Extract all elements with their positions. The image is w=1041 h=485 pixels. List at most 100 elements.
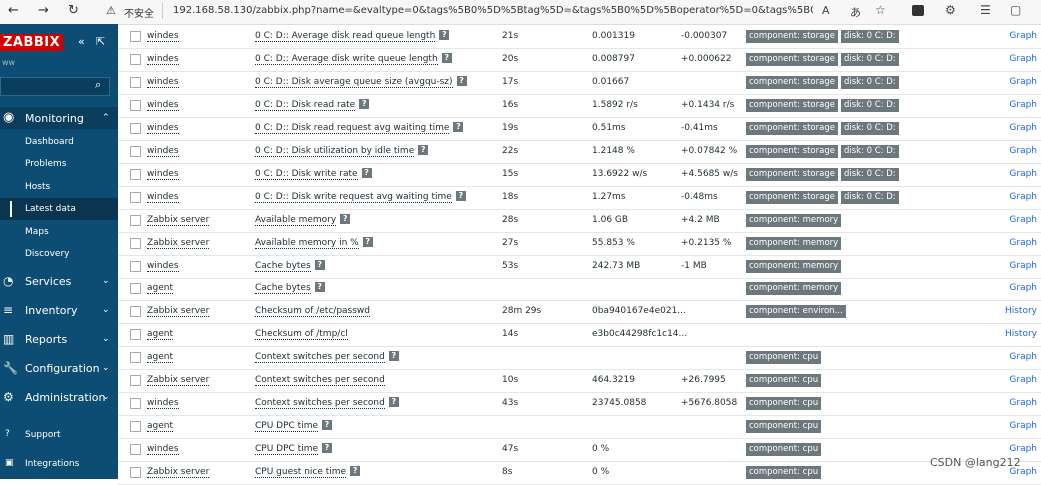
help-icon[interactable]: ? — [350, 466, 361, 477]
row-checkbox[interactable] — [130, 329, 141, 341]
item-name[interactable]: 0 C: D:: Disk read request avg waiting t… — [255, 122, 450, 134]
item-name[interactable]: 0 C: D:: Disk read rate — [255, 99, 356, 111]
footer-item[interactable]: Integrations — [25, 459, 80, 469]
menu-item[interactable]: Services — [25, 275, 72, 288]
item-name[interactable]: Cache bytes — [255, 260, 311, 272]
row-checkbox[interactable] — [130, 352, 141, 364]
host-link[interactable]: windes — [147, 398, 179, 410]
favorites[interactable]: ☰ — [980, 3, 991, 17]
help-icon[interactable]: ? — [314, 259, 325, 270]
row-checkbox[interactable] — [130, 214, 141, 226]
help-icon[interactable]: ? — [439, 30, 450, 40]
tag[interactable]: component: storage — [746, 75, 838, 89]
help-icon[interactable]: ? — [456, 75, 467, 86]
translate[interactable]: あ — [850, 6, 861, 19]
help-icon[interactable]: ? — [455, 190, 466, 201]
row-checkbox[interactable] — [130, 260, 141, 272]
collections[interactable]: ▢ — [1010, 3, 1022, 17]
tag[interactable]: component: environ... — [746, 305, 846, 319]
tag[interactable]: component: cpu — [746, 420, 822, 434]
tag[interactable]: disk: 0 C: D: — [840, 98, 899, 112]
kiosk-button[interactable]: ⇱ — [96, 35, 106, 48]
tag[interactable]: component: cpu — [746, 351, 822, 365]
host-link[interactable]: agent — [147, 329, 173, 341]
menu-item[interactable]: Reports — [25, 333, 68, 346]
item-name[interactable]: 0 C: D:: Disk average queue size (avgqu-… — [255, 76, 453, 88]
host-link[interactable]: agent — [147, 283, 173, 295]
host-link[interactable]: windes — [147, 99, 179, 111]
row-checkbox[interactable] — [130, 375, 141, 387]
item-name[interactable]: CPU DPC time — [255, 444, 318, 456]
action-link[interactable]: Graph — [1009, 99, 1037, 110]
row-checkbox[interactable] — [130, 168, 141, 180]
row-checkbox[interactable] — [130, 122, 141, 134]
row-checkbox[interactable] — [130, 398, 141, 410]
help-icon[interactable]: ? — [388, 397, 399, 408]
tag[interactable]: component: storage — [746, 121, 838, 135]
footer-item[interactable]: Support — [25, 430, 61, 440]
item-name[interactable]: 0 C: D:: Disk write request avg waiting … — [255, 191, 452, 203]
row-checkbox[interactable] — [130, 31, 141, 42]
action-link[interactable]: Graph — [1009, 398, 1037, 409]
host-link[interactable]: Zabbix server — [147, 306, 210, 318]
help-icon[interactable]: ? — [453, 121, 464, 132]
action-link[interactable]: Graph — [1009, 168, 1037, 179]
tag[interactable]: disk: 0 C: D: — [840, 121, 899, 135]
host-link[interactable]: Zabbix server — [147, 375, 210, 387]
action-link[interactable]: Graph — [1009, 421, 1037, 432]
help-icon[interactable]: ? — [340, 213, 351, 224]
extension[interactable] — [912, 5, 924, 16]
favorite[interactable]: ☆ — [875, 3, 886, 17]
item-name[interactable]: CPU DPC time — [255, 421, 318, 433]
read-aloud[interactable]: A — [822, 4, 830, 17]
host-link[interactable]: windes — [147, 444, 179, 456]
search-icon[interactable]: ⌕ — [95, 78, 102, 91]
action-link[interactable]: Graph — [1009, 214, 1037, 225]
item-name[interactable]: 0 C: D:: Average disk write queue length — [255, 53, 438, 65]
item-name[interactable]: Context switches per second — [255, 352, 385, 364]
help-icon[interactable]: ? — [361, 167, 372, 178]
row-checkbox[interactable] — [130, 145, 141, 157]
menu-item[interactable]: Inventory — [25, 304, 78, 317]
host-link[interactable]: agent — [147, 421, 173, 433]
help-icon[interactable]: ? — [362, 236, 373, 247]
action-link[interactable]: Graph — [1009, 237, 1037, 248]
tag[interactable]: component: cpu — [746, 374, 822, 388]
item-name[interactable]: Checksum of /etc/passwd — [255, 306, 371, 318]
action-link[interactable]: Graph — [1009, 467, 1037, 478]
submenu-item[interactable]: Hosts — [25, 181, 51, 192]
item-name[interactable]: 0 C: D:: Average disk read queue length — [255, 31, 436, 42]
row-checkbox[interactable] — [130, 237, 141, 249]
host-link[interactable]: Zabbix server — [147, 214, 210, 226]
reload-button[interactable]: ↻ — [68, 3, 79, 18]
tag[interactable]: component: storage — [746, 167, 838, 181]
row-checkbox[interactable] — [130, 99, 141, 111]
menu-item[interactable]: Administration — [25, 391, 106, 404]
help-icon[interactable]: ? — [418, 144, 429, 155]
submenu-item[interactable]: Problems — [25, 159, 67, 170]
item-name[interactable]: 0 C: D:: Disk utilization by idle time — [255, 145, 415, 157]
host-link[interactable]: windes — [147, 122, 179, 134]
tag[interactable]: disk: 0 C: D: — [840, 75, 899, 89]
item-name[interactable]: Cache bytes — [255, 283, 311, 295]
action-link[interactable]: Graph — [1009, 352, 1037, 363]
tag[interactable]: component: storage — [746, 98, 838, 112]
item-name[interactable]: Context switches per second — [255, 398, 385, 410]
tag[interactable]: component: storage — [746, 52, 838, 66]
action-link[interactable]: Graph — [1009, 122, 1037, 133]
tag[interactable]: component: memory — [746, 213, 842, 227]
item-name[interactable]: CPU guest nice time — [255, 467, 347, 479]
row-checkbox[interactable] — [130, 421, 141, 433]
row-checkbox[interactable] — [130, 306, 141, 318]
host-link[interactable]: windes — [147, 53, 179, 65]
row-checkbox[interactable] — [130, 467, 141, 479]
host-link[interactable]: windes — [147, 260, 179, 272]
action-link[interactable]: Graph — [1009, 444, 1037, 455]
tag[interactable]: disk: 0 C: D: — [840, 144, 899, 158]
help-icon[interactable]: ? — [388, 351, 399, 362]
submenu-item[interactable]: Discovery — [25, 249, 70, 259]
action-link[interactable]: Graph — [1009, 31, 1037, 41]
url[interactable]: 192.168.58.130/zabbix.php?name=&evaltype… — [173, 5, 813, 16]
tag[interactable]: component: storage — [746, 190, 838, 204]
row-checkbox[interactable] — [130, 76, 141, 88]
